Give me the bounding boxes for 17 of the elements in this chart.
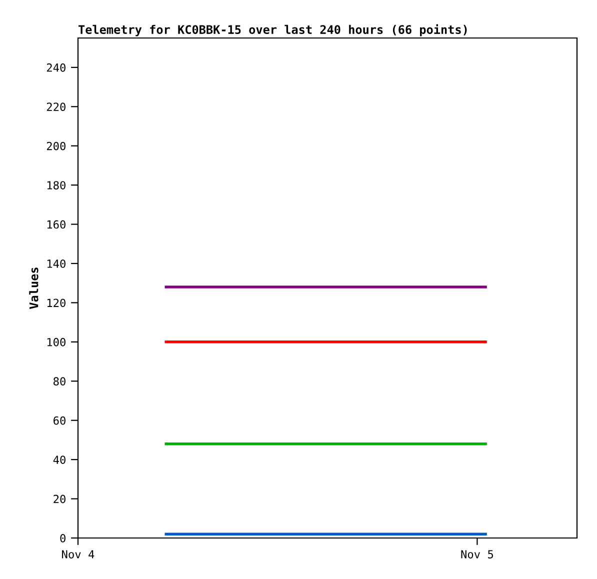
y-tick-label: 0: [60, 534, 66, 542]
y-tick-label: 200: [46, 142, 66, 150]
y-tick-label: 240: [46, 63, 66, 72]
x-tick-label: Nov 4: [62, 550, 94, 558]
y-axis-title: Values: [29, 268, 38, 309]
y-tick-label: 100: [47, 338, 66, 346]
x-tick-label: Nov 5: [461, 550, 494, 558]
chart-title: Telemetry for KC0BBK-15 over last 240 hours (66 points): [78, 24, 467, 36]
y-tick-label: 20: [54, 494, 66, 504]
y-tick-label: 180: [47, 181, 66, 190]
y-tick-label: 60: [54, 416, 66, 425]
y-tick-label: 120: [47, 298, 66, 308]
y-tick-label: 140: [47, 259, 66, 268]
y-tick-label: 220: [46, 102, 66, 112]
y-tick-label: 80: [54, 377, 66, 386]
y-tick-label: 40: [53, 456, 66, 464]
y-tick-label: 160: [47, 220, 66, 229]
